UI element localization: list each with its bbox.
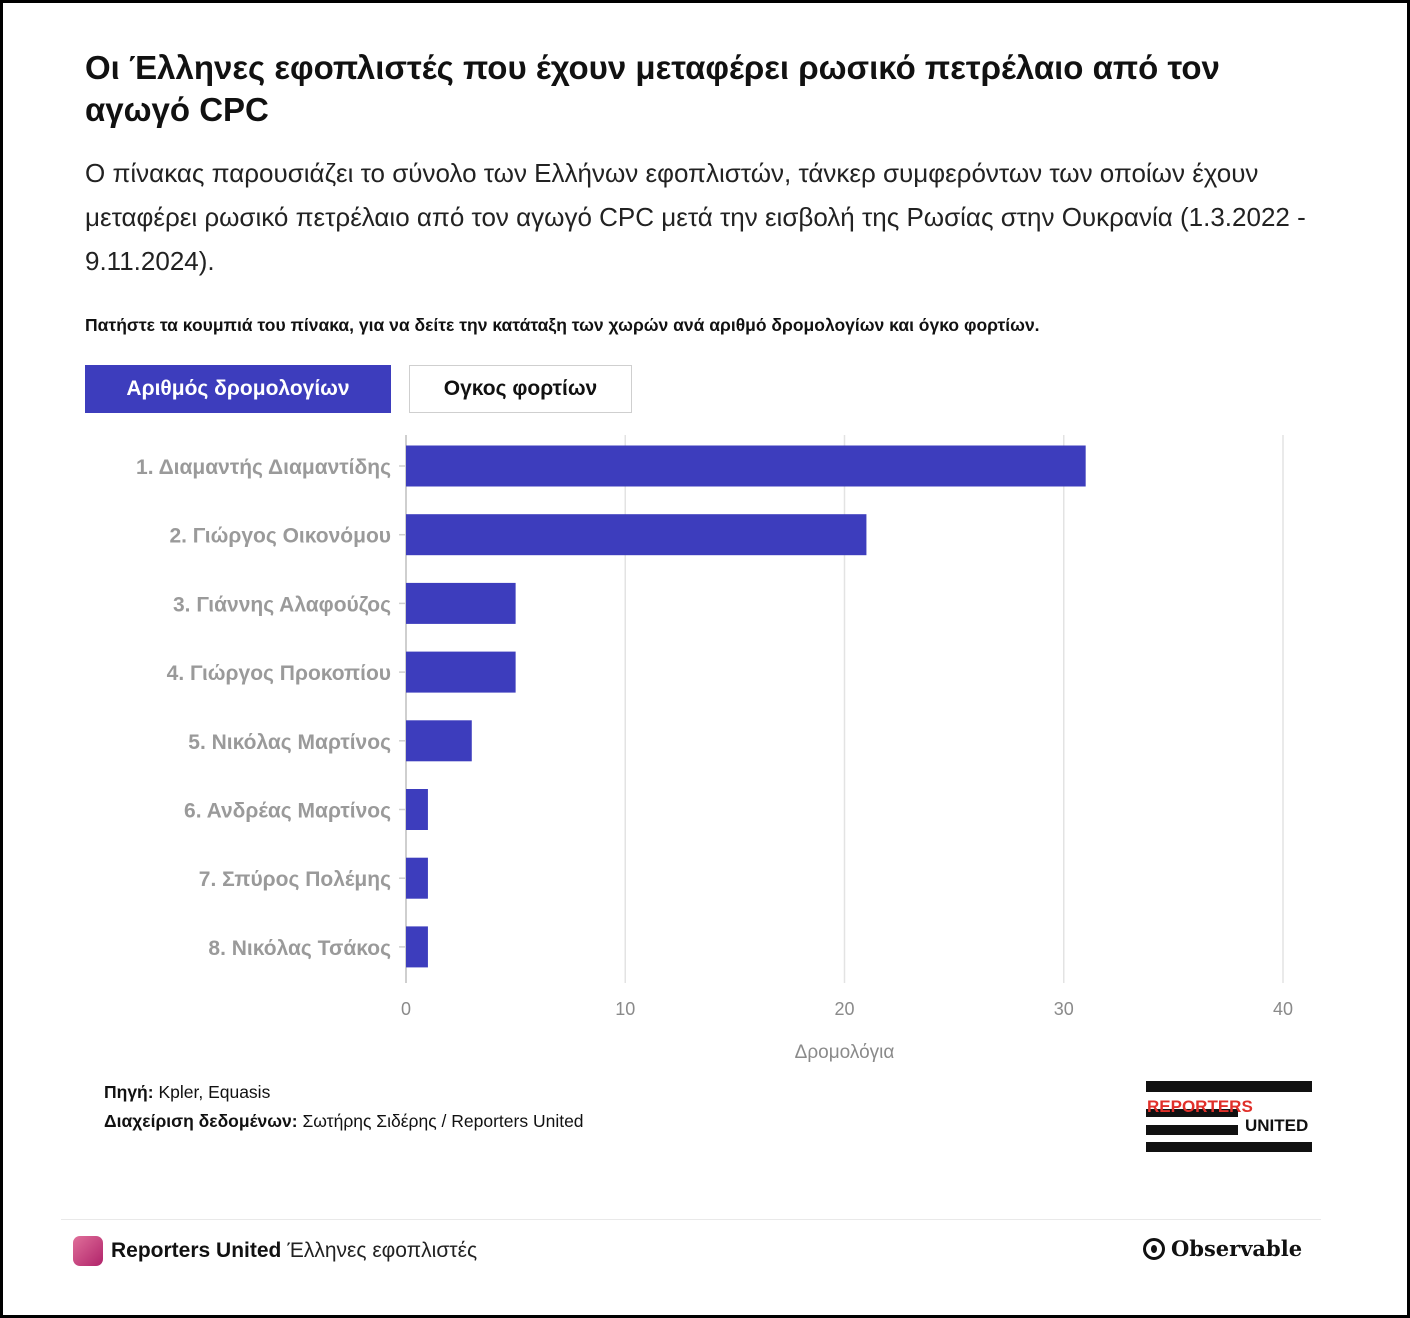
bar bbox=[406, 789, 428, 830]
category-label: 6. Ανδρέας Μαρτίνος bbox=[184, 800, 391, 823]
category-label: 4. Γιώργος Προκοπίου bbox=[167, 662, 391, 685]
observable-logo-icon bbox=[1143, 1237, 1165, 1260]
cargo-volume-button[interactable]: Ογκος φορτίων bbox=[409, 365, 632, 413]
data-credit-value: Σωτήρης Σιδέρης / Reporters United bbox=[302, 1111, 584, 1131]
footer-org-name: Reporters United bbox=[111, 1239, 282, 1262]
bar bbox=[406, 651, 516, 693]
chart-title: Οι Έλληνες εφοπλιστές που έχουν μεταφέρε… bbox=[85, 49, 1220, 128]
bar bbox=[406, 514, 867, 556]
data-credit-label: Διαχείριση δεδομένων: bbox=[104, 1111, 298, 1131]
data-credit-line: Διαχείριση δεδομένων: Σωτήρης Σιδέρης / … bbox=[104, 1111, 584, 1132]
category-label: 8. Νικόλας Τσάκος bbox=[208, 937, 391, 960]
x-tick-label: 40 bbox=[1273, 999, 1293, 1019]
category-label: 3. Γιάννης Αλαφούζος bbox=[173, 593, 391, 616]
x-axis-label: Δρομολόγια bbox=[795, 1042, 895, 1063]
bar bbox=[406, 926, 428, 968]
source-value: Kpler, Equasis bbox=[158, 1082, 271, 1102]
observable-brand: Observable bbox=[1171, 1236, 1303, 1261]
trips-button[interactable]: Αριθμός δρομολογίων bbox=[85, 365, 391, 413]
reporters-united-logo: REPORTERS UNITED bbox=[1146, 1081, 1312, 1152]
bar bbox=[406, 857, 428, 899]
x-tick-label: 0 bbox=[401, 999, 411, 1019]
bar-chart: 0 10 20 30 40 1. Διαμαντής Διαμαντίδης 2. Γιώρ… bbox=[136, 435, 1293, 1063]
chart-subtitle: Ο πίνακας παρουσιάζει το σύνολο των Ελλή… bbox=[85, 158, 1306, 276]
logo-text-united: UNITED bbox=[1245, 1116, 1308, 1135]
bar bbox=[406, 445, 1086, 487]
org-avatar-icon bbox=[73, 1236, 103, 1266]
footer-divider bbox=[61, 1219, 1321, 1220]
category-label: 1. Διαμαντής Διαμαντίδης bbox=[136, 456, 391, 479]
source-label: Πηγή: bbox=[104, 1082, 154, 1102]
x-tick-label: 30 bbox=[1054, 999, 1074, 1019]
source-line: Πηγή: Kpler, Equasis bbox=[104, 1082, 270, 1103]
footer-notebook-name: Έλληνες εφοπλιστές bbox=[287, 1239, 478, 1262]
bar bbox=[406, 720, 472, 762]
instruction-text: Πατήστε τα κουμπιά του πίνακα, για να δε… bbox=[85, 315, 1040, 335]
category-label: 5. Νικόλας Μαρτίνος bbox=[188, 731, 391, 754]
logo-text-reporters: REPORTERS bbox=[1147, 1097, 1253, 1116]
x-tick-label: 10 bbox=[615, 999, 635, 1019]
category-label: 7. Σπύρος Πολέμης bbox=[199, 868, 391, 891]
x-tick-label: 20 bbox=[834, 999, 854, 1019]
footer-notebook-link[interactable]: Reporters United Έλληνες εφοπλιστές bbox=[73, 1236, 477, 1266]
category-label: 2. Γιώργος Οικονόμου bbox=[169, 525, 391, 548]
bar bbox=[406, 582, 516, 624]
observable-link[interactable]: Observable bbox=[1143, 1236, 1302, 1261]
